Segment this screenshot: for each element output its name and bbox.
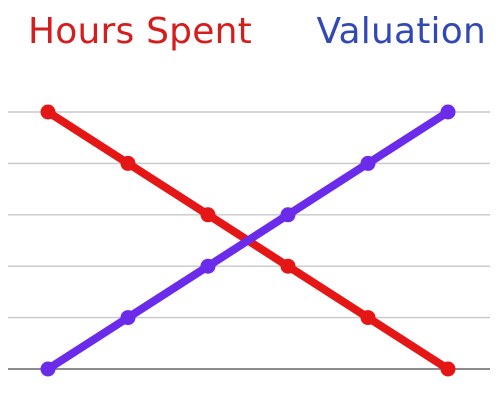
valuation-point-3 <box>280 207 296 223</box>
hours-spent-point-3 <box>280 258 296 274</box>
hours-spent-point-0 <box>40 104 56 120</box>
gridlines <box>8 111 490 370</box>
hours-spent-point-5 <box>440 361 456 377</box>
series-lines <box>44 108 452 373</box>
hours-spent-point-2 <box>200 207 216 223</box>
valuation-point-2 <box>200 258 216 274</box>
series-points <box>40 104 456 377</box>
legend-hours-spent: Hours Spent <box>28 11 252 52</box>
hours-spent-point-1 <box>120 155 136 171</box>
valuation-line <box>44 108 452 373</box>
valuation-point-5 <box>440 104 456 120</box>
valuation-point-4 <box>360 155 376 171</box>
valuation-point-1 <box>120 310 136 326</box>
hours-spent-point-4 <box>360 310 376 326</box>
valuation-point-0 <box>40 361 56 377</box>
legend-valuation: Valuation <box>316 11 486 52</box>
